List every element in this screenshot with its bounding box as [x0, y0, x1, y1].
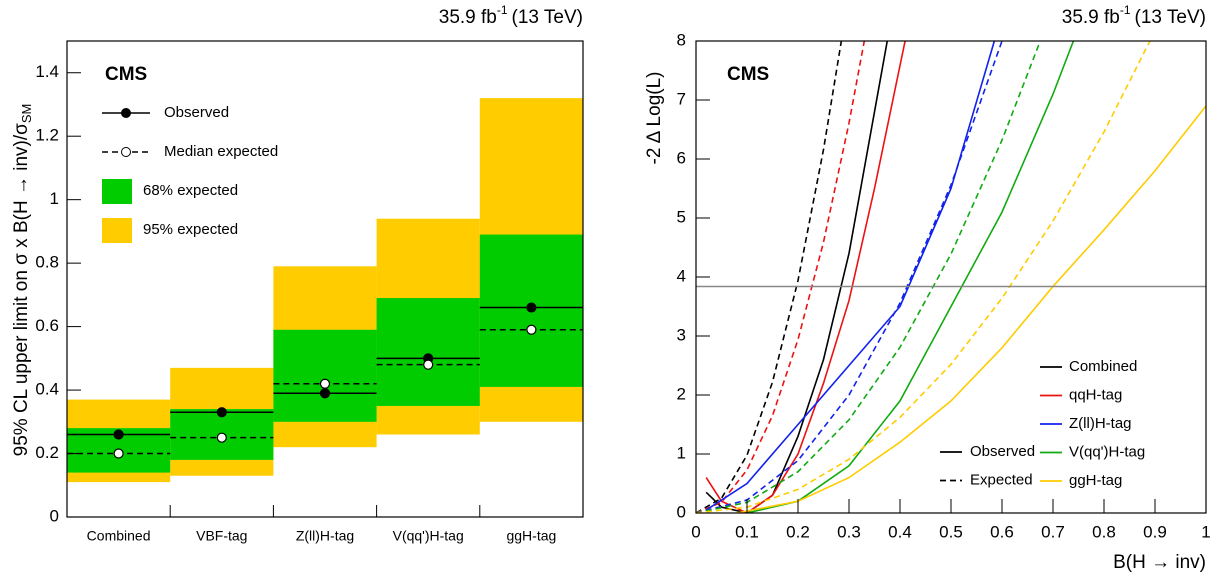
y-tick-label: 0.4: [35, 380, 59, 399]
likelihood-curve: [696, 41, 843, 513]
lumi-label: 35.9 fb-1 (13 TeV): [439, 3, 583, 28]
limit-marker: [526, 302, 537, 313]
x-axis-label: B(H → inv): [1113, 552, 1206, 573]
x-category-label: VBF-tag: [196, 528, 247, 544]
x-tick-label: 1: [1201, 522, 1210, 541]
lumi-energy: (13 TeV): [512, 7, 583, 28]
limit-marker: [113, 429, 124, 440]
legend-marker: [121, 108, 131, 118]
lumi-value: 35.9 fb: [439, 7, 497, 28]
expected-band: [376, 298, 480, 406]
x-category-label: V(qq')H-tag: [393, 528, 464, 544]
x-tick-label: 0.9: [1143, 522, 1167, 541]
lumi-unit-exponent: -1: [497, 3, 508, 17]
legend-label: 95% expected: [143, 221, 238, 238]
y-tick-label: 1: [50, 189, 59, 208]
legend-marker: [121, 147, 131, 157]
experiment-label: CMS: [105, 64, 147, 85]
x-tick-label: 0.1: [735, 522, 759, 541]
y-tick-label: 1: [677, 443, 686, 462]
legend-label: Expected: [970, 471, 1033, 488]
legend-label: qqH-tag: [1069, 386, 1122, 403]
likelihood-curve: [696, 41, 1151, 513]
y-tick-label: 4: [677, 266, 686, 285]
limit-marker: [216, 407, 227, 418]
limit-marker: [319, 388, 331, 399]
likelihood-curve: [696, 41, 866, 513]
legend-label: Observed: [164, 104, 229, 121]
legend-label: Z(ll)H-tag: [1069, 415, 1132, 432]
plot-frame: [695, 40, 1207, 514]
legend-swatch: [102, 218, 132, 243]
y-tick-label: 0.2: [35, 443, 59, 462]
y-tick-label: 0: [677, 502, 686, 521]
x-category-label: ggH-tag: [506, 528, 556, 544]
y-tick-label: 6: [677, 148, 686, 167]
x-tick-label: 0.6: [990, 522, 1014, 541]
y-axis-label-subscript: SM: [19, 104, 34, 124]
likelihood-curve: [705, 41, 889, 513]
y-axis-label: -2 Δ Log(L): [644, 72, 665, 165]
y-tick-label: 8: [677, 30, 686, 49]
y-axis-label: 95% CL upper limit on σ x B(H → inv)/σSM: [11, 104, 34, 457]
curves: [696, 41, 1206, 513]
y-tick-label: 5: [677, 207, 686, 226]
limit-marker: [216, 432, 227, 443]
x-category-label: Z(ll)H-tag: [296, 528, 354, 544]
legend-label: V(qq')H-tag: [1069, 443, 1145, 460]
x-category-label: Combined: [87, 528, 151, 544]
y-tick-label: 7: [677, 89, 686, 108]
experiment-label: CMS: [727, 64, 769, 85]
x-tick-label: 0.3: [837, 522, 861, 541]
lumi-label: 35.9 fb-1 (13 TeV): [1062, 3, 1206, 28]
likelihood-curve: [696, 41, 1041, 513]
legend-label: ggH-tag: [1069, 472, 1122, 489]
likelihood-curve: [696, 41, 1003, 513]
y-tick-label: 3: [677, 325, 686, 344]
expected-band: [273, 329, 377, 422]
x-tick-label: 0.4: [888, 522, 912, 541]
x-tick-label: 0.2: [786, 522, 810, 541]
y-tick-label: 0.8: [35, 253, 59, 272]
y-axis-label-main: 95% CL upper limit on σ x B(H → inv)/σ: [11, 123, 32, 456]
lumi-energy: (13 TeV): [1135, 7, 1206, 28]
plot-frame: [66, 40, 584, 518]
x-tick-label: 0.8: [1092, 522, 1116, 541]
x-tick-label: 0: [691, 522, 700, 541]
legend-swatch: [102, 179, 132, 204]
y-tick-label: 1.4: [35, 62, 59, 81]
lumi-unit-exponent: -1: [1120, 3, 1131, 17]
legend-label: 68% expected: [143, 182, 238, 199]
likelihood-curve: [746, 41, 1075, 513]
y-tick-label: 0: [50, 506, 59, 525]
x-tick-label: 0.5: [939, 522, 963, 541]
likelihood-curve: [736, 105, 1206, 513]
limit-marker: [423, 359, 434, 370]
x-tick-label: 0.7: [1041, 522, 1065, 541]
limit-marker: [319, 378, 331, 389]
limit-marker: [113, 448, 124, 459]
legend-label: Median expected: [164, 143, 278, 160]
y-tick-label: 1.2: [35, 126, 59, 145]
lumi-value: 35.9 fb: [1062, 7, 1120, 28]
legend-label: Observed: [970, 443, 1035, 460]
legend-label: Combined: [1069, 358, 1137, 375]
likelihood-curve: [705, 41, 996, 511]
limit-marker: [526, 324, 537, 335]
y-tick-label: 2: [677, 384, 686, 403]
y-tick-label: 0.6: [35, 316, 59, 335]
